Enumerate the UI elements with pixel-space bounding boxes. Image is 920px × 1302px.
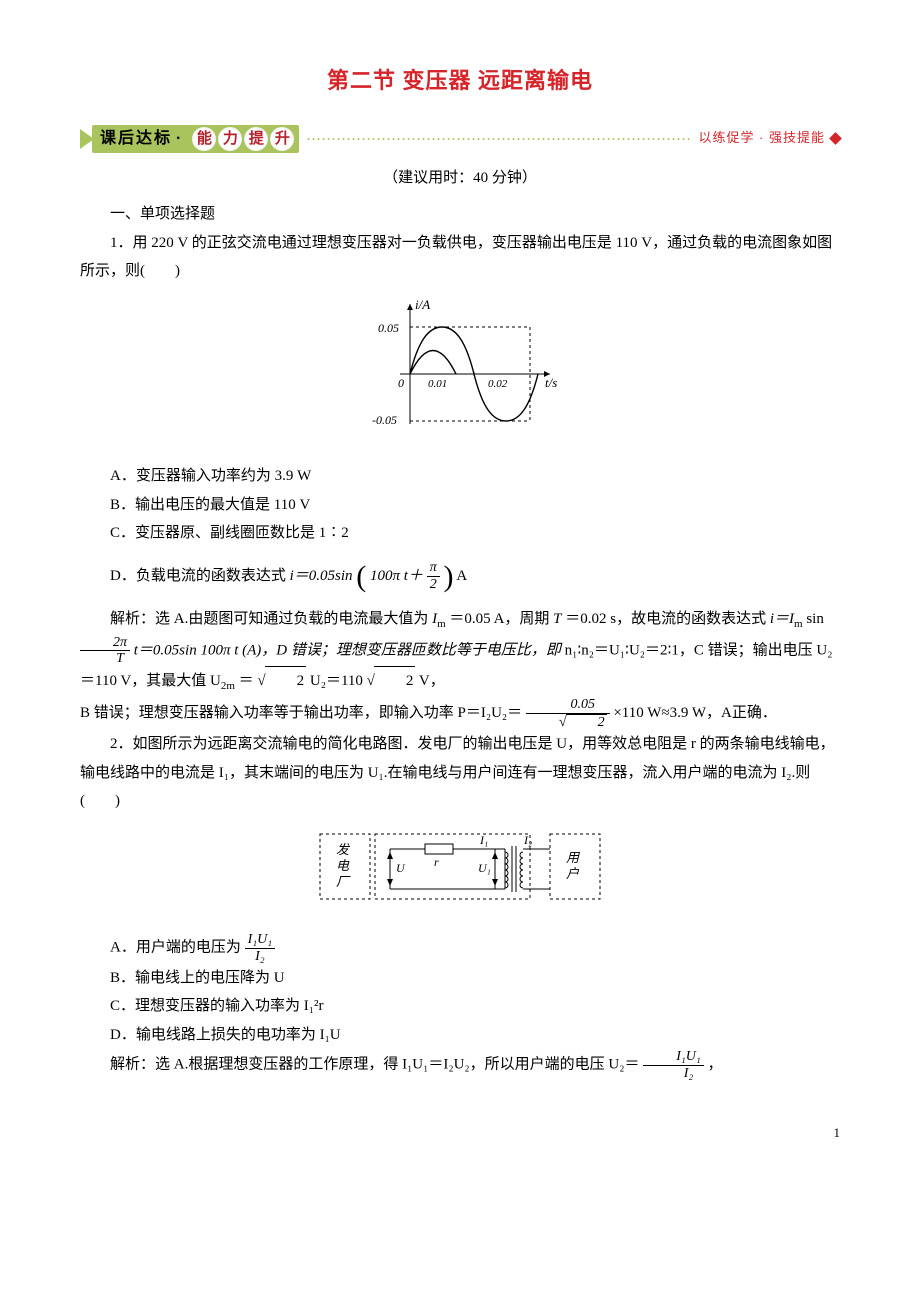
banner-circle: 力 <box>218 127 242 151</box>
q1-optD: D．负载电流的函数表达式 i＝0.05sin ( 100π t＋ π 2 ) A <box>110 548 840 605</box>
section-heading: 一、单项选择题 <box>80 200 840 229</box>
frac-den: 2 <box>526 714 610 730</box>
T: T <box>553 611 561 627</box>
expl-pre: 解析：选 A.根据理想变压器的工作原理，得 I₁U₁＝I₂U₂，所以用户端的电压… <box>110 1057 639 1073</box>
q2-optA: A．用户端的电压为 I₁U₁ I₂ <box>110 932 840 964</box>
page-title: 第二节 变压器 远距离输电 <box>80 60 840 102</box>
u2m-sub: 2m <box>221 680 235 692</box>
banner-body: 课后达标 · 能 力 提 升 <box>92 125 299 153</box>
svg-text:厂: 厂 <box>336 874 351 889</box>
q2-optD: D．输电线路上损失的电功率为 I₁U <box>110 1021 840 1050</box>
banner-right-text: 以练促学 · 强技提能 <box>698 126 825 151</box>
svg-text:户: 户 <box>566 866 580 881</box>
banner-dot: · <box>176 124 183 154</box>
frac-num: I₁U₁ <box>245 932 276 948</box>
xlabel: t/s <box>545 375 557 390</box>
expr-lhs: i＝I <box>770 611 794 627</box>
q2-figure: 发 电 厂 r U U₁ I₁ I₂ 用 户 <box>80 824 840 925</box>
Im-sub: m <box>437 618 446 630</box>
banner-circle: 能 <box>192 127 216 151</box>
svg-text:I₂: I₂ <box>523 833 532 847</box>
banner-circle: 提 <box>244 127 268 151</box>
ytick: 0.05 <box>378 321 399 335</box>
T-val: ＝0.02 s，故电流的函数表达式 <box>565 611 770 627</box>
banner-circles: 能 力 提 升 <box>191 127 295 151</box>
svg-text:U: U <box>396 861 406 875</box>
u2m-unit: V， <box>419 673 445 689</box>
frac-den: I₂ <box>643 1066 704 1081</box>
sqrt-icon <box>559 715 565 730</box>
sqrt-val: 2 <box>265 666 307 696</box>
frac-2pi: 2π T <box>80 635 130 667</box>
expr-sin: sin <box>806 611 824 627</box>
Im-val: ＝0.05 A，周期 <box>449 611 553 627</box>
svg-text:用: 用 <box>566 850 581 865</box>
expl-frac: I₁U₁ I₂ <box>643 1049 704 1081</box>
banner-diamond-icon <box>829 132 842 145</box>
banner-circle: 升 <box>270 127 294 151</box>
suggested-time: （建议用时：40 分钟） <box>80 164 840 193</box>
optD-eq: i＝0.05sin <box>290 568 353 584</box>
frac-num: 2π <box>80 635 130 651</box>
q1-explanation: 解析：选 A.由题图可知通过负载的电流最大值为 Im ＝0.05 A，周期 T … <box>80 605 840 730</box>
expl-tail: ， <box>708 1057 723 1073</box>
frac-num: I₁U₁ <box>643 1049 704 1065</box>
q1-optA: A．变压器输入功率约为 3.9 W <box>110 462 840 491</box>
svg-text:电: 电 <box>336 858 350 873</box>
sqrt-val: 2 <box>374 666 416 696</box>
xtick: 0.02 <box>488 378 508 390</box>
optD-frac: π 2 <box>427 560 440 592</box>
svg-text:U₁: U₁ <box>478 861 491 875</box>
optD-inner: 100π t＋ <box>370 568 423 584</box>
line-b: B 错误；理想变压器输入功率等于输出功率，即输入功率 P＝I₂U₂＝ <box>80 705 522 721</box>
ylabel: i/A <box>415 297 430 312</box>
frac-num: 0.05 <box>526 697 610 713</box>
expl-pre: 解析：选 A.由题图可知通过负载的电流最大值为 <box>110 611 432 627</box>
expr-t: t＝0.05sin 100π t (A)，D 错误；理想变压器匝数比等于电压比，… <box>134 642 565 658</box>
frac-den: T <box>80 651 130 666</box>
rparen-icon: ) <box>443 560 453 593</box>
svg-text:发: 发 <box>336 842 351 857</box>
q2-stem: 2．如图所示为远距离交流输电的简化电路图．发电厂的输出电压是 U，用等效总电阻是… <box>80 730 840 816</box>
u2m-tail: U₂＝110 <box>310 673 363 689</box>
xtick: 0.01 <box>428 378 447 390</box>
page-number: 1 <box>80 1121 840 1146</box>
sqrt-icon <box>367 673 373 689</box>
ytick: 0 <box>398 376 404 390</box>
sqrt-val: 2 <box>566 714 607 730</box>
svg-text:I₁: I₁ <box>479 833 488 847</box>
q1-optC: C．变压器原、副线圈匝数比是 1∶2 <box>110 519 840 548</box>
optA-pre: A．用户端的电压为 <box>110 939 241 955</box>
optA-frac: I₁U₁ I₂ <box>245 932 276 964</box>
optD-pre: D．负载电流的函数表达式 <box>110 568 290 584</box>
q1-figure: i/A t/s 0.05 0 -0.05 0.01 0.02 <box>80 294 840 455</box>
optD-unit: A <box>456 568 467 584</box>
lparen-icon: ( <box>356 560 366 593</box>
frac-den: I₂ <box>245 949 276 964</box>
frac-num: π <box>427 560 440 576</box>
svg-text:r: r <box>434 855 439 869</box>
q2-optC: C．理想变压器的输入功率为 I₁²r <box>110 992 840 1021</box>
banner-dots-icon <box>305 138 692 140</box>
q1-stem: 1．用 220 V 的正弦交流电通过理想变压器对一负载供电，变压器输出电压是 1… <box>80 229 840 286</box>
banner-left-text: 课后达标 <box>100 124 172 154</box>
q2-explanation: 解析：选 A.根据理想变压器的工作原理，得 I₁U₁＝I₂U₂，所以用户端的电压… <box>80 1049 840 1081</box>
u2m-eq: ＝ <box>239 673 254 689</box>
section-banner: 课后达标 · 能 力 提 升 以练促学 · 强技提能 <box>80 122 840 156</box>
q1-optB: B．输出电压的最大值是 110 V <box>110 491 840 520</box>
p-tail: ×110 W≈3.9 W，A正确． <box>613 705 777 721</box>
sqrt-icon <box>257 673 263 689</box>
ytick: -0.05 <box>372 413 397 427</box>
p-frac: 0.05 2 <box>526 697 610 730</box>
frac-den: 2 <box>427 577 440 592</box>
q2-optB: B．输电线上的电压降为 U <box>110 964 840 993</box>
expr-Imsub: m <box>794 618 803 630</box>
